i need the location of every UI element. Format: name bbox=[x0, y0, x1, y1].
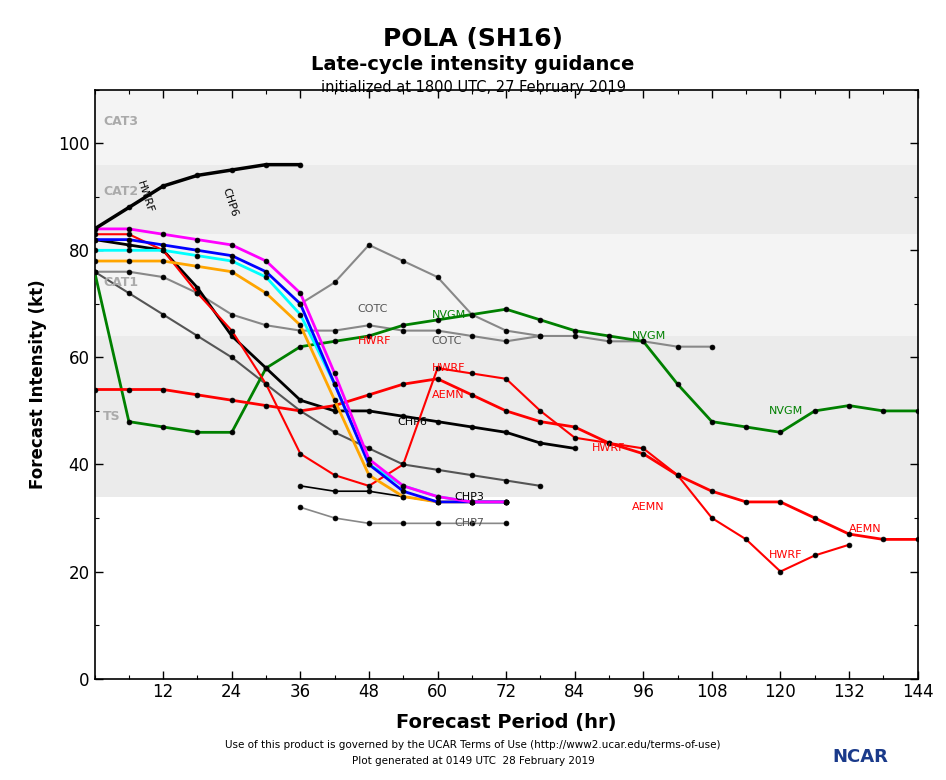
Text: AEMN: AEMN bbox=[850, 523, 882, 534]
Text: COTC: COTC bbox=[431, 336, 463, 346]
Text: NVGM: NVGM bbox=[431, 310, 466, 320]
Text: COTC: COTC bbox=[358, 304, 388, 314]
Text: HWRF: HWRF bbox=[431, 363, 465, 373]
Text: CHP7: CHP7 bbox=[455, 519, 484, 528]
Text: Plot generated at 0149 UTC  28 February 2019: Plot generated at 0149 UTC 28 February 2… bbox=[352, 756, 594, 766]
Text: NVGM: NVGM bbox=[632, 331, 666, 341]
Text: NCAR: NCAR bbox=[832, 748, 888, 766]
Text: CAT1: CAT1 bbox=[103, 276, 138, 289]
Text: HWRF: HWRF bbox=[134, 179, 154, 214]
Text: TS: TS bbox=[103, 410, 121, 423]
Bar bbox=[95, 73, 918, 165]
Text: CHP3: CHP3 bbox=[455, 491, 484, 502]
Text: NVGM: NVGM bbox=[769, 406, 803, 416]
Text: HWRF: HWRF bbox=[592, 443, 625, 453]
Text: Late-cycle intensity guidance: Late-cycle intensity guidance bbox=[311, 55, 635, 73]
Text: CAT3: CAT3 bbox=[103, 115, 138, 129]
Text: POLA (SH16): POLA (SH16) bbox=[383, 27, 563, 51]
Text: AEMN: AEMN bbox=[431, 390, 464, 400]
Text: HWRF: HWRF bbox=[358, 336, 391, 346]
Bar bbox=[95, 336, 918, 497]
Text: initialized at 1800 UTC, 27 February 2019: initialized at 1800 UTC, 27 February 201… bbox=[321, 80, 625, 94]
Text: CHP6: CHP6 bbox=[397, 417, 428, 427]
Y-axis label: Forecast Intensity (kt): Forecast Intensity (kt) bbox=[29, 279, 47, 489]
Bar bbox=[95, 234, 918, 336]
Text: CAT2: CAT2 bbox=[103, 185, 138, 198]
Bar bbox=[95, 165, 918, 234]
Text: HWRF: HWRF bbox=[769, 551, 802, 561]
X-axis label: Forecast Period (hr): Forecast Period (hr) bbox=[395, 713, 617, 732]
Text: CHP6: CHP6 bbox=[220, 186, 239, 218]
Text: AEMN: AEMN bbox=[632, 502, 664, 512]
Text: Use of this product is governed by the UCAR Terms of Use (http://www2.ucar.edu/t: Use of this product is governed by the U… bbox=[225, 740, 721, 750]
